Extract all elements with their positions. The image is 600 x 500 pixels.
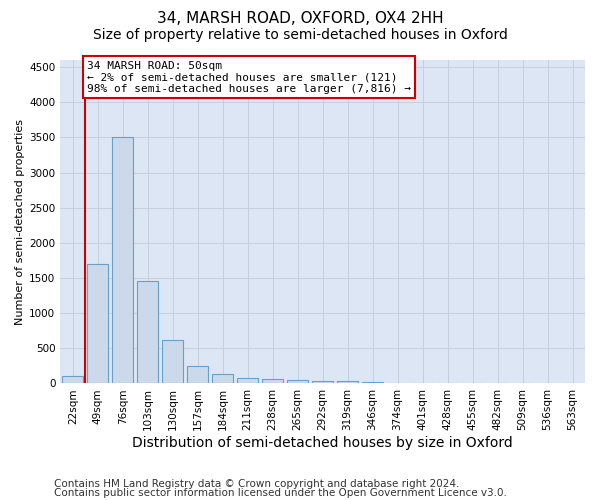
Bar — [62, 376, 83, 384]
Y-axis label: Number of semi-detached properties: Number of semi-detached properties — [15, 118, 25, 324]
Bar — [362, 382, 383, 384]
Bar — [112, 138, 133, 384]
Text: 34 MARSH ROAD: 50sqm
← 2% of semi-detached houses are smaller (121)
98% of semi-: 34 MARSH ROAD: 50sqm ← 2% of semi-detach… — [87, 60, 411, 94]
Bar — [387, 382, 408, 384]
Bar — [312, 382, 333, 384]
Bar — [337, 382, 358, 384]
Bar — [187, 366, 208, 384]
Bar — [262, 378, 283, 384]
Text: Contains public sector information licensed under the Open Government Licence v3: Contains public sector information licen… — [54, 488, 507, 498]
Text: 34, MARSH ROAD, OXFORD, OX4 2HH: 34, MARSH ROAD, OXFORD, OX4 2HH — [157, 11, 443, 26]
Bar — [87, 264, 109, 384]
Bar — [212, 374, 233, 384]
Bar — [287, 380, 308, 384]
X-axis label: Distribution of semi-detached houses by size in Oxford: Distribution of semi-detached houses by … — [132, 436, 513, 450]
Bar — [162, 340, 184, 384]
Bar — [137, 282, 158, 384]
Bar — [237, 378, 258, 384]
Text: Size of property relative to semi-detached houses in Oxford: Size of property relative to semi-detach… — [92, 28, 508, 42]
Text: Contains HM Land Registry data © Crown copyright and database right 2024.: Contains HM Land Registry data © Crown c… — [54, 479, 460, 489]
